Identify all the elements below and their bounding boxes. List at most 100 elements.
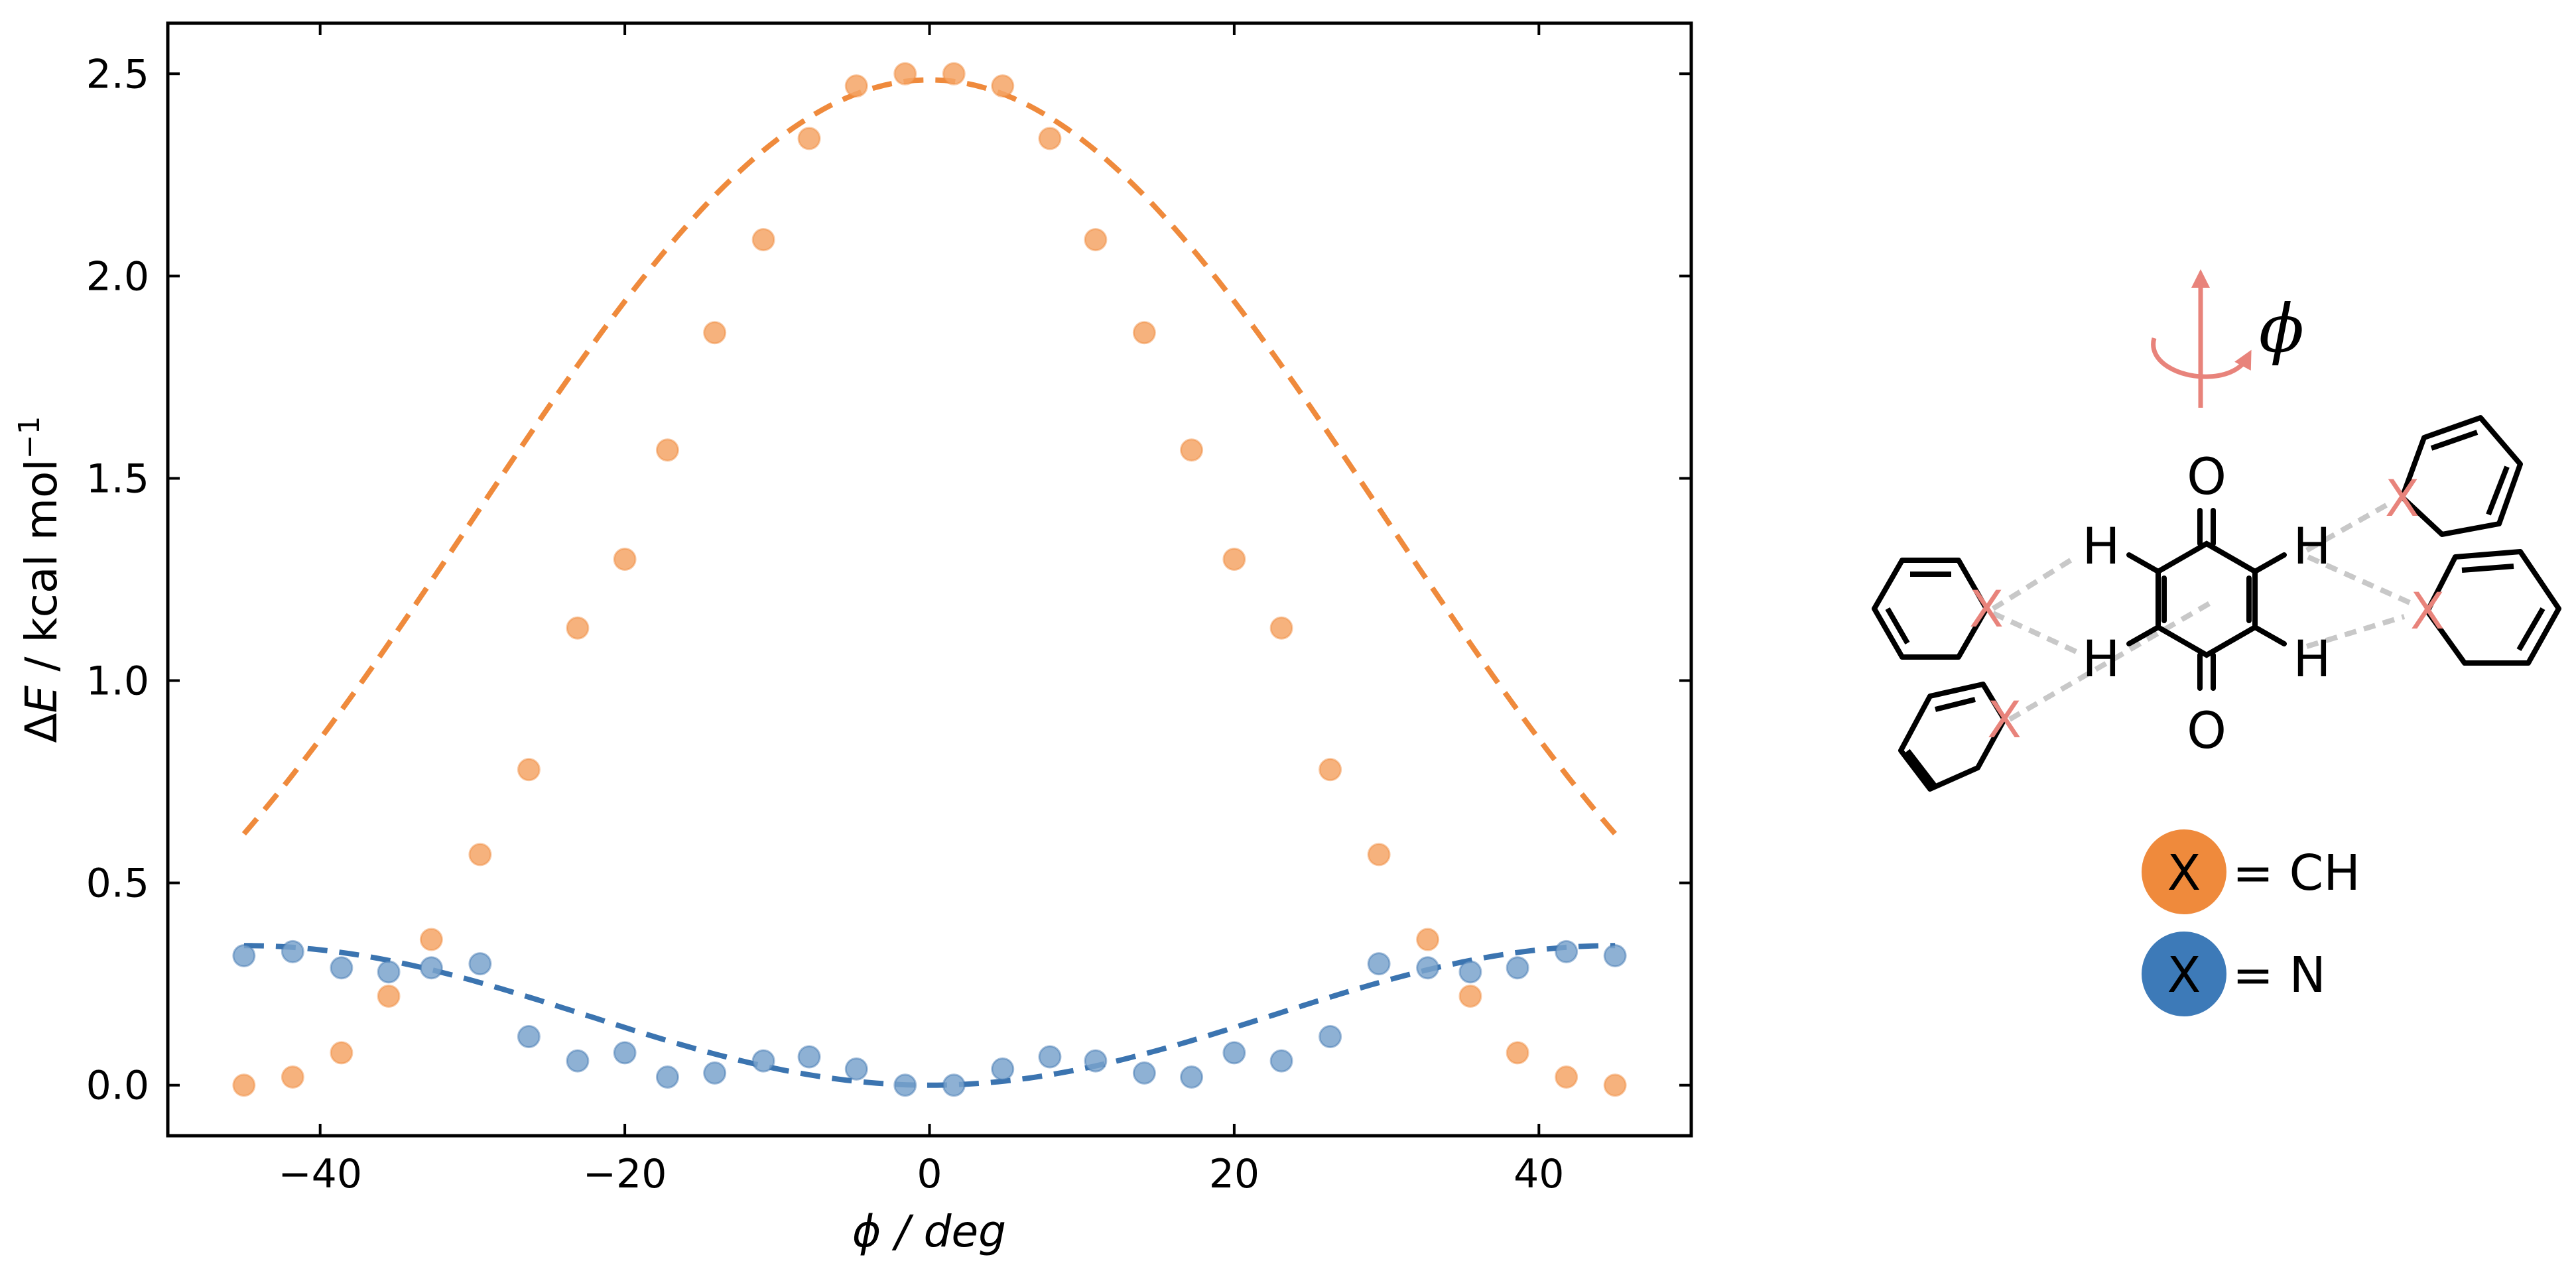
hydrogen-top-right-label: H	[2293, 516, 2331, 575]
data-point-ch	[613, 547, 637, 571]
data-point-ch	[893, 62, 917, 86]
benzoquinone	[2126, 508, 2287, 691]
data-point-ch	[330, 1041, 354, 1065]
data-point-ch	[281, 1065, 304, 1089]
x-atom-upper-right: X	[2385, 469, 2419, 528]
data-point-n	[330, 956, 354, 980]
data-point-ch	[1506, 1041, 1529, 1065]
y-tick-label: 0.5	[86, 861, 149, 907]
data-point-ch	[377, 984, 401, 1008]
data-point-n	[1222, 1041, 1246, 1065]
axis-ticks: −40 −20 0 20 40 0.0 0.5 1.0 1.5 2.0 2.5	[86, 23, 1691, 1197]
legend-text-n: = N	[2232, 947, 2326, 1004]
data-point-ch	[1084, 227, 1108, 251]
fit-curve-ch	[241, 77, 1618, 836]
data-point-n	[1180, 1065, 1204, 1089]
data-point-ch	[1180, 438, 1204, 462]
y-axis-label-exponent: −1	[13, 416, 46, 459]
legend-marker-ch	[2142, 829, 2226, 914]
data-point-n	[893, 1073, 917, 1097]
y-tick-label: 1.5	[86, 455, 149, 502]
legend-symbol-ch: X	[2167, 845, 2201, 902]
data-point-n	[751, 1049, 775, 1073]
data-point-ch	[797, 127, 821, 151]
data-point-ch	[844, 74, 868, 98]
partner-ring-upper-right	[2400, 415, 2523, 537]
data-point-ch	[1222, 547, 1246, 571]
plot-frame	[166, 21, 1693, 1138]
data-point-n	[991, 1057, 1015, 1081]
y-axis-label-delta: Δ	[16, 713, 67, 743]
data-point-ch	[991, 74, 1015, 98]
data-point-n	[1269, 1049, 1293, 1073]
data-point-n	[942, 1073, 966, 1097]
partner-ring-right	[2425, 549, 2561, 666]
data-point-n	[1458, 960, 1482, 984]
y-tick-label: 1.0	[86, 658, 149, 705]
data-point-n	[1506, 956, 1529, 980]
data-markers	[232, 62, 1627, 1097]
data-point-n	[232, 943, 256, 967]
data-point-n	[517, 1025, 541, 1049]
data-point-n	[377, 960, 401, 984]
x-tick-label: 0	[917, 1151, 942, 1197]
data-point-n	[844, 1057, 868, 1081]
legend: X = CH X = N	[2142, 829, 2360, 1016]
hydrogen-bottom-right-label: H	[2293, 629, 2331, 688]
hydrogen-bottom-left-label: H	[2082, 629, 2120, 688]
data-point-ch	[751, 227, 775, 251]
y-tick-label: 0.0	[86, 1063, 149, 1109]
data-point-n	[1084, 1049, 1108, 1073]
x-axis-label: ϕ / deg	[852, 1206, 1006, 1257]
data-point-n	[1367, 952, 1391, 976]
data-point-n	[797, 1045, 821, 1069]
data-point-n	[655, 1065, 679, 1089]
data-point-n	[703, 1061, 727, 1085]
hydrogen-bonds	[1991, 500, 2415, 722]
data-point-ch	[468, 843, 492, 867]
x-atom-right: X	[2410, 581, 2445, 640]
data-point-n	[1555, 939, 1578, 963]
oxygen-bottom-label: O	[2187, 701, 2226, 760]
data-point-ch	[419, 928, 443, 951]
data-point-n	[1416, 956, 1440, 980]
x-tick-label: −40	[278, 1151, 362, 1197]
y-tick-label: 2.5	[86, 51, 149, 97]
y-axis-label-symbol: E	[16, 685, 67, 713]
benzoquinone-atoms: O O H H H H	[2082, 447, 2331, 760]
data-point-ch	[1603, 1073, 1627, 1097]
partner-ring-left	[1872, 558, 1989, 660]
data-point-ch	[1555, 1065, 1578, 1089]
data-point-n	[1038, 1045, 1062, 1069]
rotation-indicator: ϕ	[2151, 269, 2304, 408]
fit-curves	[241, 77, 1618, 1088]
x-tick-label: 20	[1209, 1151, 1259, 1197]
data-point-n	[566, 1049, 590, 1073]
data-point-n	[1132, 1061, 1156, 1085]
data-point-n	[281, 939, 304, 963]
data-point-ch	[1269, 616, 1293, 640]
fit-curve-n	[243, 943, 1616, 1088]
data-point-ch	[1416, 928, 1440, 951]
x-atoms: X X X X	[1969, 469, 2445, 749]
rotation-angle-symbol: ϕ	[2259, 290, 2304, 367]
hydrogen-top-left-label: H	[2082, 516, 2120, 575]
rotation-curl-arrow	[2151, 337, 2252, 379]
data-point-ch	[1132, 321, 1156, 345]
data-point-ch	[703, 321, 727, 345]
legend-item-n: X = N	[2142, 932, 2326, 1016]
data-point-n	[419, 956, 443, 980]
x-atom-left: X	[1969, 579, 2004, 638]
legend-marker-n	[2142, 932, 2226, 1016]
data-point-ch	[1319, 758, 1342, 782]
y-axis-label-rest: / kcal mol	[16, 459, 67, 685]
data-point-n	[1603, 943, 1627, 967]
y-tick-label: 2.0	[86, 253, 149, 300]
x-tick-label: −20	[583, 1151, 667, 1197]
data-point-n	[468, 952, 492, 976]
data-point-ch	[1038, 127, 1062, 151]
data-point-ch	[942, 62, 966, 86]
oxygen-top-label: O	[2187, 447, 2226, 506]
data-point-ch	[655, 438, 679, 462]
